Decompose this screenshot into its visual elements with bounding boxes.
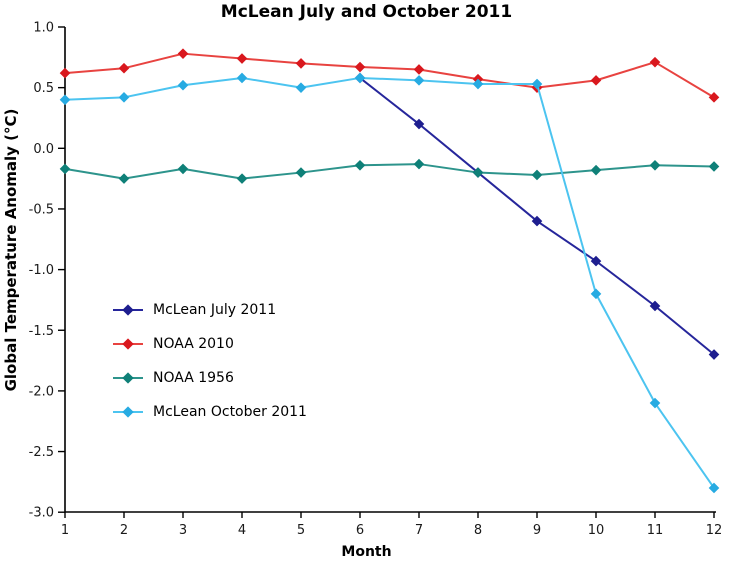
y-tick-label: -1.5 xyxy=(29,324,54,339)
y-tick-label: -0.5 xyxy=(29,202,54,217)
x-axis-ticks: 1 2 3 4 5 6 7 8 9 10 11 12 xyxy=(61,512,722,538)
x-tick-label: 7 xyxy=(415,523,423,538)
series-markers-mclean-october-2011 xyxy=(59,72,720,494)
series-line-noaa-1956 xyxy=(64,163,715,180)
y-tick-label: 1.0 xyxy=(33,21,54,36)
x-tick-label: 10 xyxy=(588,523,605,538)
legend-item-noaa-2010: NOAA 2010 xyxy=(113,327,307,361)
y-tick-label: -1.0 xyxy=(29,263,54,278)
x-tick-label: 12 xyxy=(706,523,723,538)
x-tick-label: 4 xyxy=(238,523,246,538)
series-mclean-october-2011 xyxy=(59,72,720,494)
legend-label-mclean-july-2011: McLean July 2011 xyxy=(153,302,277,318)
x-tick-label: 6 xyxy=(356,523,364,538)
legend: McLean July 2011 NOAA 2010 NOAA 1956 McL… xyxy=(113,293,307,429)
x-tick-label: 1 xyxy=(61,523,69,538)
y-tick-label: 0.0 xyxy=(33,142,54,157)
x-tick-label: 8 xyxy=(474,523,482,538)
legend-marker-noaa-1956 xyxy=(113,372,149,384)
series-noaa-1956 xyxy=(59,158,720,184)
axis-lines xyxy=(64,27,716,513)
x-tick-label: 5 xyxy=(297,523,305,538)
x-tick-label: 2 xyxy=(120,523,128,538)
legend-label-noaa-1956: NOAA 1956 xyxy=(153,370,234,386)
legend-label-noaa-2010: NOAA 2010 xyxy=(153,336,234,352)
series-markers-noaa-2010 xyxy=(59,48,720,103)
series-line-mclean-october-2011 xyxy=(64,76,715,489)
x-tick-label: 3 xyxy=(179,523,187,538)
legend-marker-noaa-2010 xyxy=(113,338,149,350)
x-axis-title: Month xyxy=(341,544,392,560)
series-markers-noaa-1956 xyxy=(59,158,720,184)
legend-item-noaa-1956: NOAA 1956 xyxy=(113,361,307,395)
legend-marker-mclean-october-2011 xyxy=(113,406,149,418)
x-tick-label: 9 xyxy=(533,523,541,538)
legend-item-mclean-july-2011: McLean July 2011 xyxy=(113,293,307,327)
legend-marker-mclean-july-2011 xyxy=(113,304,149,316)
series-line-noaa-2010 xyxy=(64,52,715,99)
y-tick-label: -3.0 xyxy=(29,506,54,521)
series-mclean-july-2011 xyxy=(354,72,720,360)
y-tick-label: 0.5 xyxy=(33,81,54,96)
x-tick-label: 11 xyxy=(647,523,664,538)
legend-item-mclean-october-2011: McLean October 2011 xyxy=(113,395,307,429)
series-noaa-2010 xyxy=(59,48,720,103)
y-tick-label: -2.0 xyxy=(29,384,54,399)
legend-label-mclean-october-2011: McLean October 2011 xyxy=(153,404,307,420)
chart-title: McLean July and October 2011 xyxy=(220,2,513,22)
y-axis-ticks: 1.0 0.5 0.0 -0.5 -1.0 -1.5 -2.0 -2.5 -3.0 xyxy=(29,21,65,521)
y-tick-label: -2.5 xyxy=(29,445,54,460)
